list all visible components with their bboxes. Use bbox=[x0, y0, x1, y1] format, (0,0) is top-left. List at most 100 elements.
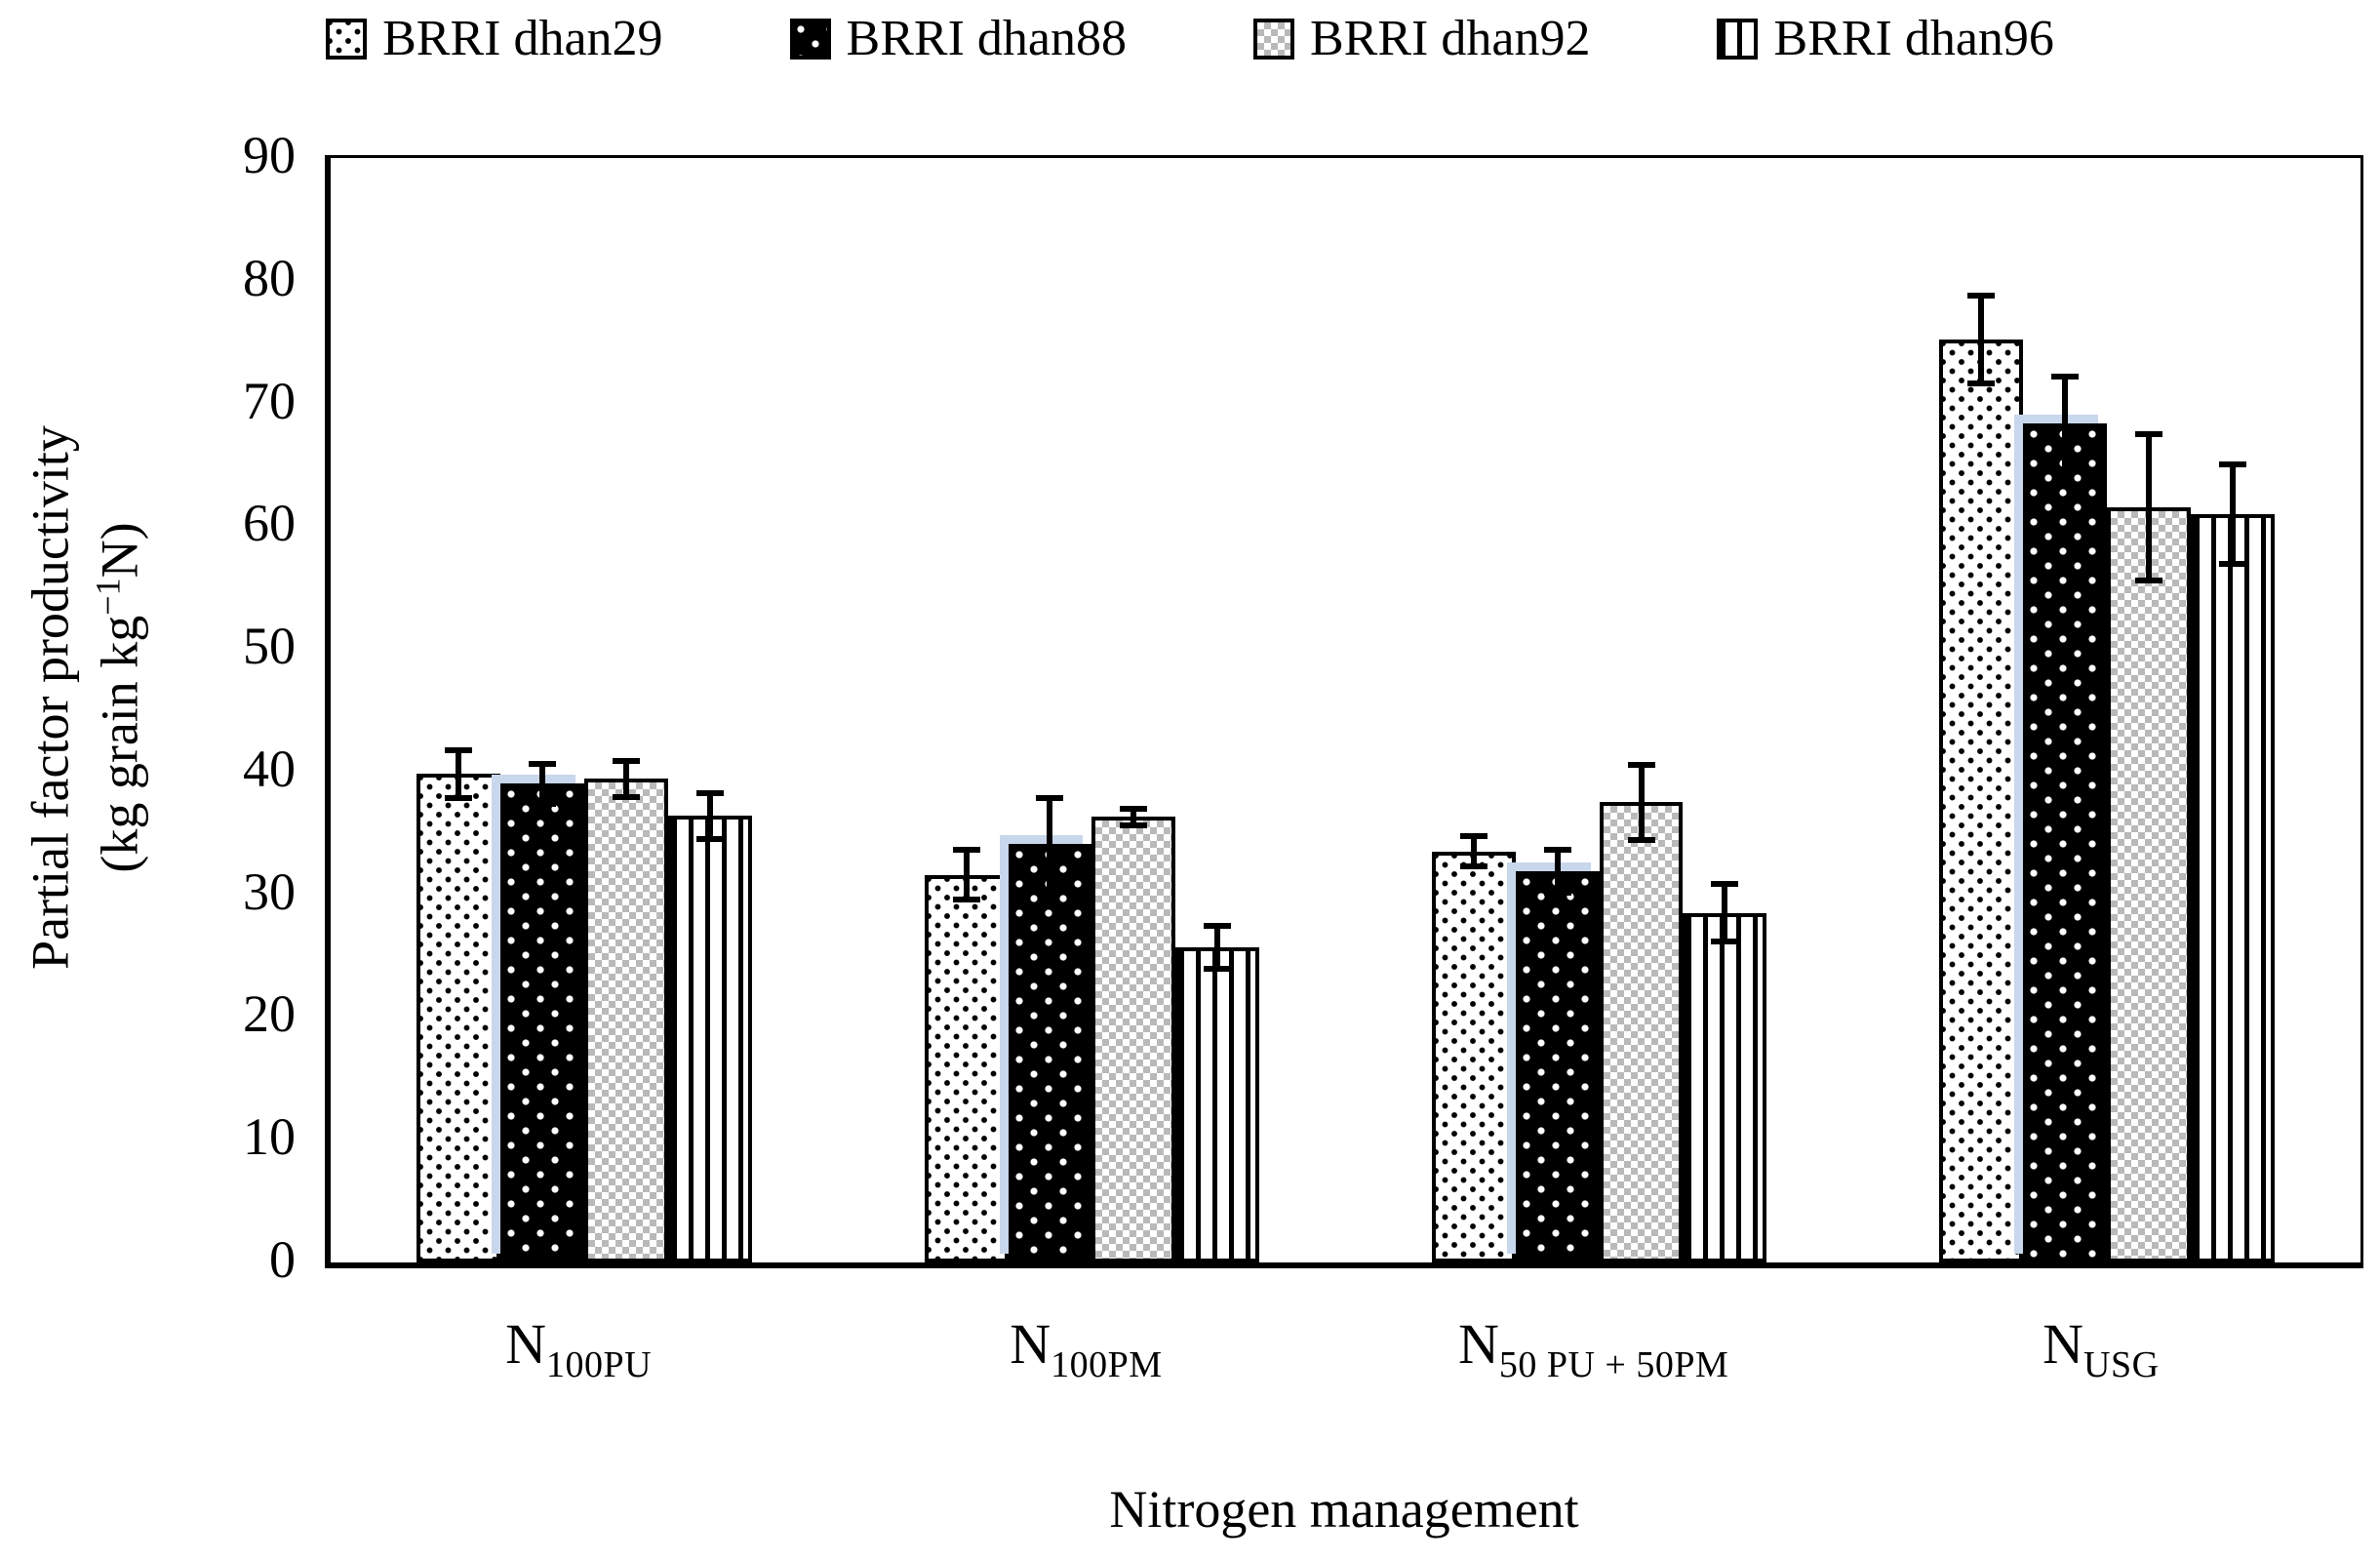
error-bar-line bbox=[706, 789, 713, 842]
bar-brri-dhan92-cat4 bbox=[2106, 507, 2191, 1262]
x-category-subscript: USG bbox=[2083, 1344, 2160, 1385]
y-tick-label: 0 bbox=[269, 1230, 296, 1289]
legend-label: BRRI dhan92 bbox=[1310, 11, 1591, 66]
bar-brri-dhan29-cat1 bbox=[416, 774, 501, 1262]
y-tick-label: 20 bbox=[243, 984, 296, 1044]
y-axis-title-line2: (kg grain kg−1N) bbox=[89, 522, 149, 873]
legend-label: BRRI dhan29 bbox=[382, 11, 663, 66]
error-bar-cap-bottom bbox=[445, 795, 473, 802]
error-bar-cap-bottom bbox=[1120, 821, 1148, 828]
error-bar-brri-dhan29-cat1 bbox=[445, 746, 473, 802]
bar-brri-dhan29-cat3 bbox=[1431, 851, 1516, 1262]
y-tick-label: 80 bbox=[243, 248, 296, 307]
error-bar-cap-bottom bbox=[1459, 863, 1488, 870]
error-bar-cap-bottom bbox=[529, 801, 557, 808]
plot-area bbox=[325, 155, 2363, 1268]
error-bar-cap-bottom bbox=[1967, 380, 1996, 386]
error-bar-cap-top bbox=[952, 846, 980, 853]
bar-brri-dhan88-cat3 bbox=[1515, 870, 1600, 1262]
error-bar-cap-bottom bbox=[2134, 578, 2162, 584]
legend-marker-vertical-stripes bbox=[1717, 19, 1759, 60]
bar-brri-dhan96-cat4 bbox=[2190, 513, 2275, 1262]
error-bar-brri-dhan88-cat3 bbox=[1543, 846, 1571, 896]
error-bar-line bbox=[1214, 922, 1221, 972]
legend-item: BRRI dhan29 bbox=[326, 11, 663, 66]
legend-label: BRRI dhan96 bbox=[1773, 11, 2054, 66]
error-bar-line bbox=[623, 758, 630, 800]
error-bar-brri-dhan88-cat4 bbox=[2050, 374, 2079, 472]
error-bar-line bbox=[2145, 431, 2152, 584]
x-category-base: N bbox=[1457, 1312, 1499, 1376]
error-bar-cap-bottom bbox=[2218, 560, 2246, 567]
error-bar-line bbox=[1470, 832, 1477, 870]
legend-item: BRRI dhan88 bbox=[789, 11, 1127, 66]
error-bar-brri-dhan96-cat3 bbox=[1711, 880, 1739, 945]
error-bar-cap-top bbox=[1036, 794, 1064, 801]
error-bar-cap-bottom bbox=[2050, 465, 2079, 472]
error-bar-cap-top bbox=[1627, 761, 1655, 768]
error-bar-brri-dhan96-cat2 bbox=[1204, 922, 1232, 972]
error-bar-line bbox=[2061, 374, 2068, 472]
error-bar-line bbox=[539, 760, 546, 808]
y-axis-title-line1: Partial factor productivity bbox=[20, 425, 80, 970]
error-bar-cap-top bbox=[695, 789, 724, 796]
legend-label: BRRI dhan88 bbox=[846, 11, 1127, 66]
x-category-label: N50 PU + 50PM bbox=[1458, 1316, 1728, 1384]
error-bar-cap-top bbox=[2218, 460, 2246, 467]
bar-brri-dhan96-cat3 bbox=[1683, 912, 1767, 1262]
error-bar-brri-dhan29-cat2 bbox=[952, 846, 980, 903]
bar-brri-dhan96-cat1 bbox=[667, 816, 752, 1262]
legend-marker-gray-checker bbox=[1253, 19, 1294, 60]
chart-legend: BRRI dhan29 BRRI dhan88 BRRI dhan92 BRRI dh… bbox=[0, 14, 2380, 64]
x-category-base: N bbox=[2043, 1312, 2084, 1376]
error-bar-cap-top bbox=[613, 758, 641, 765]
superscript-minus-one: −1 bbox=[89, 578, 128, 616]
error-bar-cap-bottom bbox=[1543, 889, 1571, 896]
error-bar-cap-top bbox=[1120, 806, 1148, 813]
x-category-label: NUSG bbox=[2043, 1316, 2160, 1385]
error-bar-cap-top bbox=[445, 746, 473, 753]
y-tick-label: 10 bbox=[243, 1107, 296, 1167]
x-axis-title: Nitrogen management bbox=[1109, 1480, 1579, 1539]
bar-brri-dhan92-cat3 bbox=[1599, 802, 1684, 1262]
error-bar-brri-dhan88-cat1 bbox=[529, 760, 557, 808]
y-axis-title: Partial factor productivity (kg grain kg… bbox=[17, 112, 156, 1283]
bar-brri-dhan88-cat1 bbox=[500, 783, 585, 1262]
bar-brri-dhan29-cat2 bbox=[924, 874, 1009, 1262]
y-tick-label: 40 bbox=[243, 739, 296, 798]
error-bar-brri-dhan96-cat1 bbox=[695, 789, 724, 842]
legend-item: BRRI dhan96 bbox=[1717, 11, 2054, 66]
error-bar-line bbox=[963, 846, 970, 903]
error-bar-line bbox=[2229, 460, 2236, 567]
bar-brri-dhan29-cat4 bbox=[1939, 340, 2024, 1262]
error-bar-line bbox=[1047, 794, 1053, 894]
x-category-label: N100PU bbox=[505, 1316, 653, 1385]
x-category-subscript: 100PU bbox=[546, 1344, 653, 1385]
y-tick-label: 60 bbox=[243, 494, 296, 553]
legend-item: BRRI dhan92 bbox=[1253, 14, 1590, 64]
y-tick-label: 50 bbox=[243, 617, 296, 676]
y-tick-label: 90 bbox=[243, 126, 296, 184]
error-bar-brri-dhan92-cat4 bbox=[2134, 431, 2162, 584]
error-bar-cap-bottom bbox=[1711, 939, 1739, 945]
x-category-base: N bbox=[505, 1312, 547, 1376]
error-bar-line bbox=[1130, 806, 1137, 828]
error-bar-cap-bottom bbox=[1627, 836, 1655, 843]
error-bar-cap-bottom bbox=[1036, 887, 1064, 894]
x-category-subscript: 100PM bbox=[1051, 1344, 1163, 1385]
error-bar-cap-top bbox=[2050, 374, 2079, 380]
legend-marker-dots-black-on-white bbox=[326, 19, 368, 60]
y-tick-label: 30 bbox=[243, 861, 296, 921]
error-bar-line bbox=[1638, 761, 1645, 843]
error-bar-cap-bottom bbox=[1204, 965, 1232, 972]
error-bar-line bbox=[1722, 880, 1728, 945]
x-category-label: N100PM bbox=[1010, 1316, 1163, 1385]
bar-brri-dhan96-cat2 bbox=[1175, 946, 1260, 1262]
y-tick-label: 70 bbox=[243, 371, 296, 430]
error-bar-brri-dhan92-cat1 bbox=[613, 758, 641, 800]
error-bar-cap-top bbox=[1543, 846, 1571, 853]
error-bar-brri-dhan92-cat3 bbox=[1627, 761, 1655, 843]
error-bar-cap-top bbox=[529, 760, 557, 767]
error-bar-line bbox=[456, 746, 462, 802]
